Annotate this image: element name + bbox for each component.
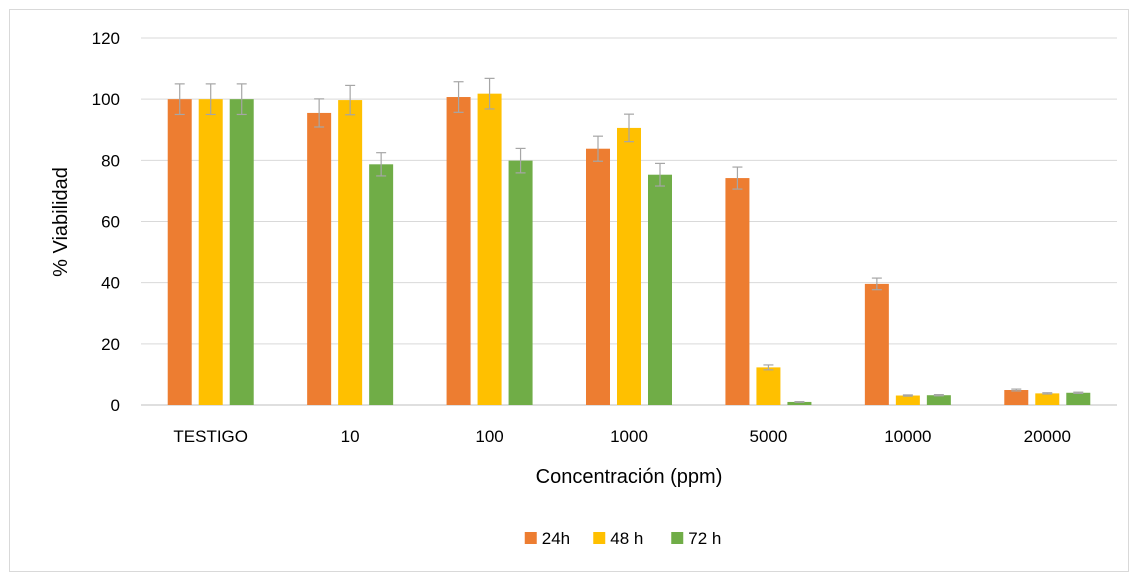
error-bar — [376, 152, 387, 177]
x-tick-label: 100 — [475, 427, 503, 446]
legend-swatch — [524, 532, 537, 544]
bar — [1004, 390, 1029, 405]
error-bar — [236, 83, 247, 116]
error-bar — [1011, 388, 1022, 392]
error-bar — [314, 98, 325, 128]
bar — [338, 100, 363, 405]
bar — [787, 401, 812, 405]
error-bar — [794, 401, 805, 403]
error-bars — [174, 77, 1084, 403]
y-tick-label: 60 — [101, 213, 120, 232]
error-bar — [655, 162, 665, 187]
x-tick-label: 1000 — [610, 427, 648, 446]
bar — [1066, 392, 1091, 405]
bar — [307, 112, 332, 405]
x-tick-label: 10000 — [884, 427, 931, 446]
error-bar — [484, 77, 495, 110]
legend-item: 72 h — [671, 529, 721, 548]
x-tick-label: 20000 — [1024, 427, 1071, 446]
bar — [508, 160, 533, 405]
error-bar — [763, 364, 774, 371]
y-axis-title: % Viabilidad — [50, 167, 72, 277]
error-bar — [515, 147, 526, 174]
error-bar — [593, 135, 603, 162]
bar — [446, 97, 471, 406]
legend-swatch — [593, 532, 606, 544]
bar — [895, 395, 920, 405]
bar — [586, 148, 610, 405]
y-tick-label: 20 — [101, 335, 120, 354]
error-bar — [732, 166, 743, 190]
bar — [369, 164, 394, 405]
y-tick-label: 40 — [101, 274, 120, 293]
y-tick-label: 100 — [92, 90, 120, 109]
bar — [167, 99, 192, 406]
error-bar — [174, 83, 185, 116]
error-bar — [624, 113, 634, 143]
error-bar — [933, 394, 944, 397]
error-bar — [453, 81, 464, 113]
error-bar — [871, 277, 882, 291]
bar — [864, 283, 889, 405]
bar — [477, 93, 502, 405]
legend-item: 24h — [524, 529, 570, 548]
bar — [617, 127, 641, 405]
y-tick-label: 80 — [101, 151, 120, 170]
chart-frame — [9, 9, 1129, 572]
legend-label: 72 h — [688, 529, 721, 548]
x-tick-label: 5000 — [750, 427, 788, 446]
bar — [198, 99, 223, 406]
legend: 24h 48 h 72 h — [524, 529, 721, 548]
bars — [167, 93, 1091, 406]
error-bar — [1042, 392, 1053, 395]
x-tick-label: 10 — [341, 427, 360, 446]
x-axis-title: Concentración (ppm) — [536, 466, 723, 488]
y-tick-label: 120 — [92, 29, 120, 48]
x-tick-labels: TESTIGO 10 100 1000 5000 10000 20000 — [173, 427, 1071, 446]
bar — [926, 395, 951, 405]
bar — [229, 99, 254, 406]
legend-item: 48 h — [593, 529, 643, 548]
error-bar — [902, 394, 913, 397]
bar — [725, 178, 750, 405]
bar — [756, 367, 781, 405]
bar — [648, 174, 672, 405]
bar — [1035, 393, 1060, 405]
error-bar — [1073, 391, 1084, 394]
x-tick-label: TESTIGO — [173, 427, 248, 446]
y-tick-labels: 0 20 40 60 80 100 120 — [92, 29, 120, 415]
error-bar — [205, 83, 216, 116]
legend-label: 48 h — [610, 529, 643, 548]
legend-swatch — [671, 532, 684, 544]
error-bar — [345, 84, 356, 116]
legend-label: 24h — [542, 529, 570, 548]
y-tick-label: 0 — [111, 396, 120, 415]
